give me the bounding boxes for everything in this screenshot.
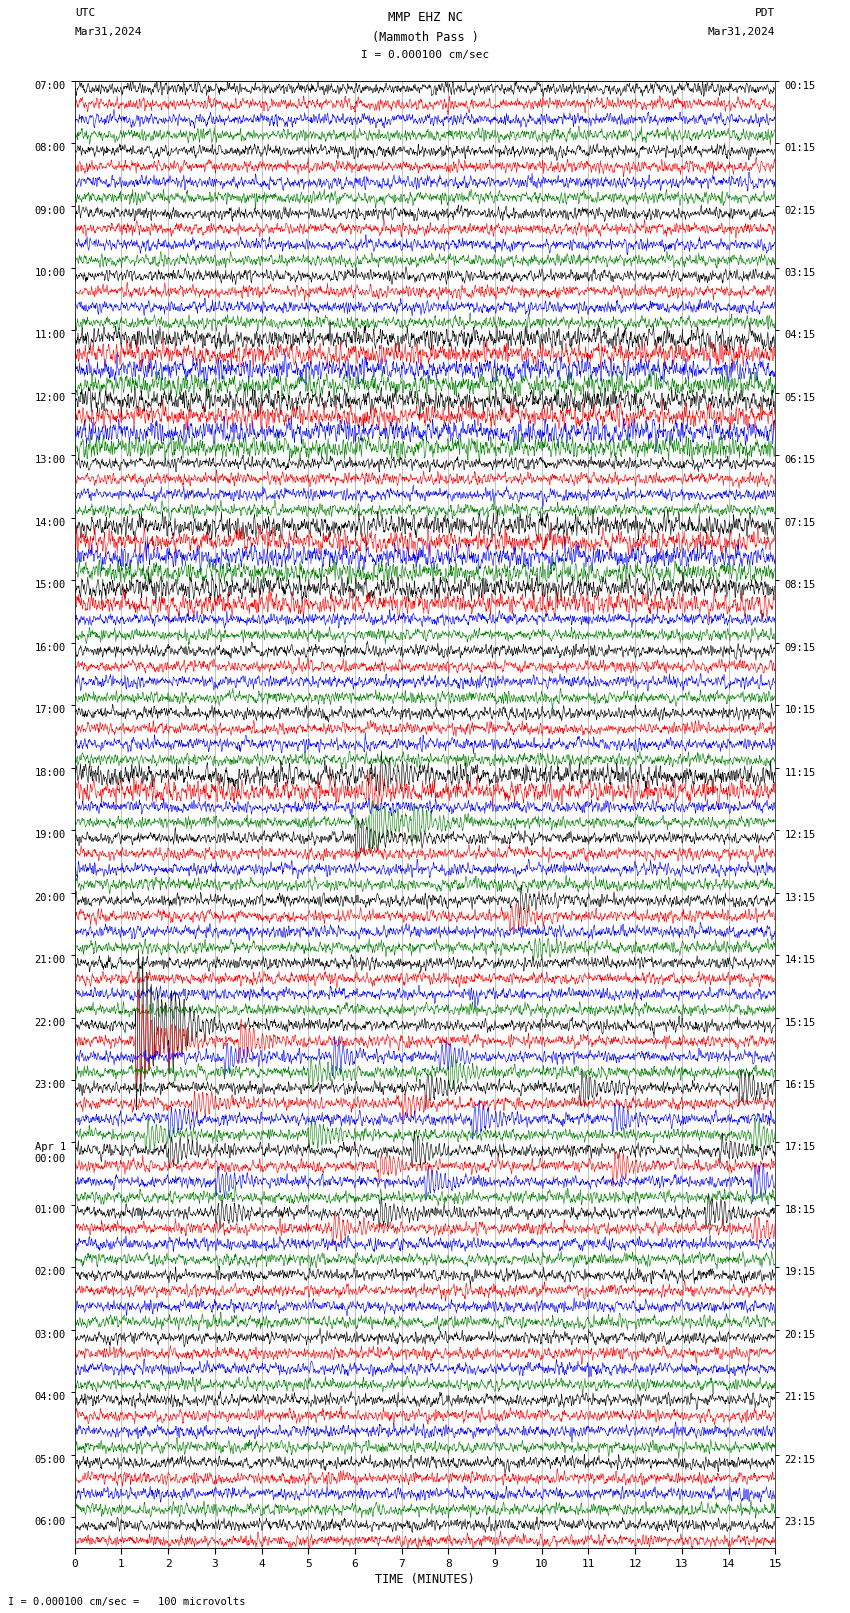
X-axis label: TIME (MINUTES): TIME (MINUTES): [375, 1573, 475, 1586]
Text: Mar31,2024: Mar31,2024: [75, 27, 142, 37]
Text: Mar31,2024: Mar31,2024: [708, 27, 775, 37]
Text: I = 0.000100 cm/sec: I = 0.000100 cm/sec: [361, 50, 489, 60]
Text: (Mammoth Pass ): (Mammoth Pass ): [371, 31, 479, 44]
Text: MMP EHZ NC: MMP EHZ NC: [388, 11, 462, 24]
Text: PDT: PDT: [755, 8, 775, 18]
Text: UTC: UTC: [75, 8, 95, 18]
Text: I = 0.000100 cm/sec =   100 microvolts: I = 0.000100 cm/sec = 100 microvolts: [8, 1597, 246, 1607]
